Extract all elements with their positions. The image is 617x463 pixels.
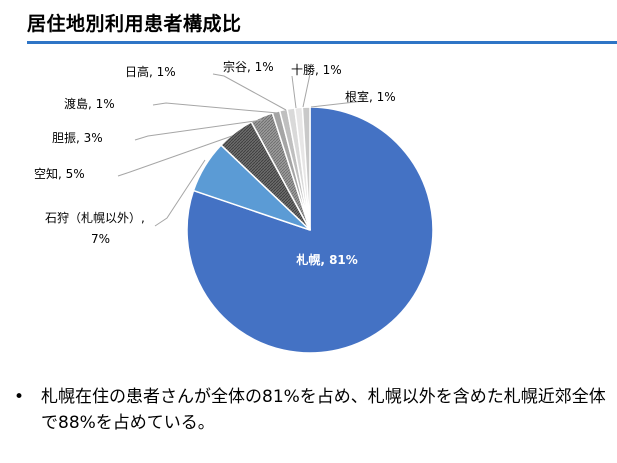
leader-line-8 xyxy=(310,100,365,108)
pie-chart: 札幌, 81% 石狩（札幌以外）, 7% 空知, 5% 胆振, 3% 渡島, 1% 日高, … xyxy=(34,59,434,354)
data-label-1: 石狩（札幌以外）, 7% xyxy=(45,210,145,246)
data-label-3: 胆振, 3% xyxy=(52,131,103,145)
pie-slices xyxy=(186,106,434,354)
title-underline xyxy=(27,41,617,44)
bullet-text: 札幌在住の患者さんが全体の81%を占め、札幌以外を含めた札幌近郊全体で88%を占… xyxy=(41,387,606,433)
data-labels: 札幌, 81% 石狩（札幌以外）, 7% 空知, 5% 胆振, 3% 渡島, 1% 日高, … xyxy=(34,59,396,267)
leader-line-6 xyxy=(291,75,297,109)
data-label-2: 空知, 5% xyxy=(34,167,85,181)
slide-title: 居住地別利用患者構成比 xyxy=(27,13,242,35)
pie-slice-8 xyxy=(301,106,311,231)
leader-line-4 xyxy=(152,102,279,114)
leader-line-3 xyxy=(134,119,263,141)
data-label-5: 日高, 1% xyxy=(125,64,176,79)
data-label-4: 渡島, 1% xyxy=(64,96,115,111)
data-label-8: 根室, 1% xyxy=(345,89,396,104)
data-label-0: 札幌, 81% xyxy=(295,252,357,267)
data-label-6: 宗谷, 1% xyxy=(223,59,274,74)
leader-line-5 xyxy=(212,73,287,111)
bullet-mark: • xyxy=(14,387,25,407)
leader-lines xyxy=(117,73,365,227)
leader-line-7 xyxy=(302,73,311,108)
leader-line-1 xyxy=(154,159,206,227)
data-label-7: 十勝, 1% xyxy=(291,62,342,77)
leader-line-2 xyxy=(117,135,233,177)
